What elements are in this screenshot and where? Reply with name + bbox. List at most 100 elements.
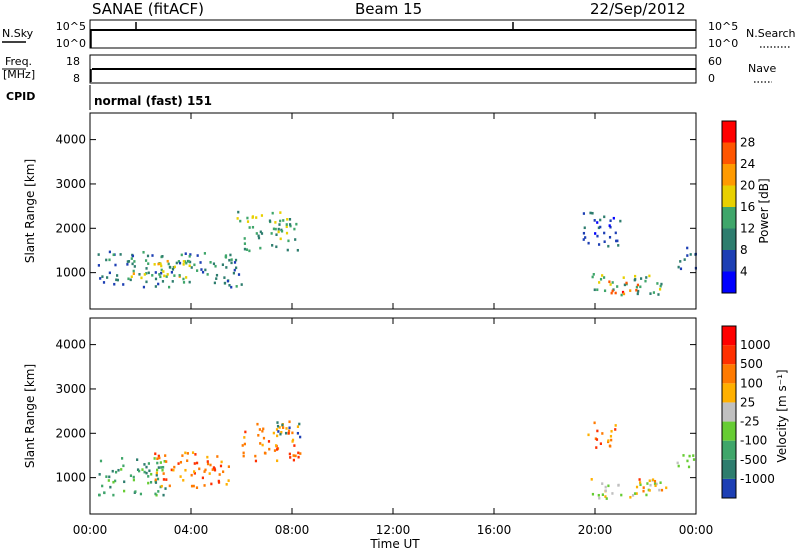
data-point (282, 219, 285, 222)
data-point (224, 255, 228, 259)
data-point (123, 489, 126, 493)
data-point (166, 259, 169, 263)
data-point (599, 218, 602, 222)
data-point (211, 468, 214, 471)
data-point (192, 484, 195, 488)
data-point (145, 471, 148, 475)
data-point (182, 263, 185, 266)
data-point (276, 421, 279, 424)
data-point (597, 243, 601, 246)
data-point (243, 436, 246, 439)
data-point (286, 248, 289, 252)
data-point (259, 442, 262, 445)
data-point (603, 215, 606, 219)
data-point (648, 274, 651, 278)
data-point (188, 255, 191, 258)
data-point (274, 444, 278, 447)
data-point (201, 270, 205, 274)
data-point (173, 265, 176, 269)
data-point (156, 457, 159, 461)
data-point (181, 454, 184, 457)
data-point (621, 290, 625, 294)
data-point (114, 470, 118, 474)
data-point (615, 239, 618, 243)
data-point (298, 422, 301, 426)
data-point (193, 263, 196, 267)
data-point (658, 287, 662, 291)
data-point (132, 272, 135, 276)
data-point (264, 451, 267, 455)
data-point (237, 210, 240, 214)
data-point (102, 281, 106, 284)
data-point (147, 262, 150, 265)
data-point (594, 232, 597, 235)
x-tick-label: 08:00 (275, 523, 310, 537)
data-point (280, 431, 283, 434)
data-point (156, 477, 160, 481)
data-point (156, 468, 159, 472)
y-tick-label: 2000 (55, 221, 86, 235)
data-point (241, 444, 244, 447)
data-point (639, 285, 642, 289)
data-point (157, 490, 160, 493)
data-point (157, 262, 160, 266)
data-point (120, 468, 123, 471)
x-tick-label: 00:00 (679, 523, 714, 537)
data-point (182, 478, 185, 482)
data-point (656, 282, 659, 285)
data-point (193, 462, 196, 465)
data-point (129, 278, 132, 282)
data-point (620, 493, 623, 497)
data-point (653, 482, 657, 486)
data-point (98, 473, 101, 476)
data-point (594, 437, 597, 440)
data-point (610, 429, 613, 433)
data-point (165, 478, 168, 481)
data-point (190, 484, 194, 488)
data-point (120, 457, 124, 460)
data-point (587, 433, 590, 437)
data-point (599, 277, 603, 281)
data-point (257, 433, 260, 437)
data-point (145, 272, 148, 275)
data-point (157, 282, 160, 286)
data-point (119, 253, 122, 256)
data-point (601, 432, 604, 435)
noise-right-label: N.Search (746, 27, 796, 40)
data-point (609, 283, 612, 286)
data-point (285, 223, 288, 226)
data-point (148, 469, 151, 473)
data-point (210, 482, 213, 486)
data-point (604, 495, 607, 498)
data-point (291, 440, 294, 443)
data-point (129, 474, 133, 478)
data-point (114, 263, 117, 267)
data-point (291, 438, 295, 442)
data-point (608, 280, 611, 284)
data-point (186, 459, 189, 463)
station-title: SANAE (fitACF) (92, 0, 204, 18)
data-point (603, 289, 607, 293)
data-point (97, 264, 101, 267)
freq-left-tick-top: 18 (66, 55, 80, 68)
data-point (233, 268, 236, 272)
data-point (282, 426, 285, 429)
colorbar-segment (722, 271, 736, 293)
data-point (193, 470, 196, 473)
data-point (235, 266, 238, 270)
data-point (614, 231, 617, 235)
colorbar-segment (722, 402, 736, 422)
data-point (143, 463, 146, 466)
data-point (177, 462, 180, 465)
data-point (213, 281, 216, 285)
data-point (153, 263, 156, 266)
data-point (126, 263, 129, 266)
data-point (654, 484, 657, 488)
data-point (274, 221, 277, 224)
data-point (171, 268, 175, 271)
data-point (130, 275, 133, 279)
data-point (234, 258, 238, 262)
data-point (154, 479, 157, 483)
data-point (116, 274, 119, 277)
